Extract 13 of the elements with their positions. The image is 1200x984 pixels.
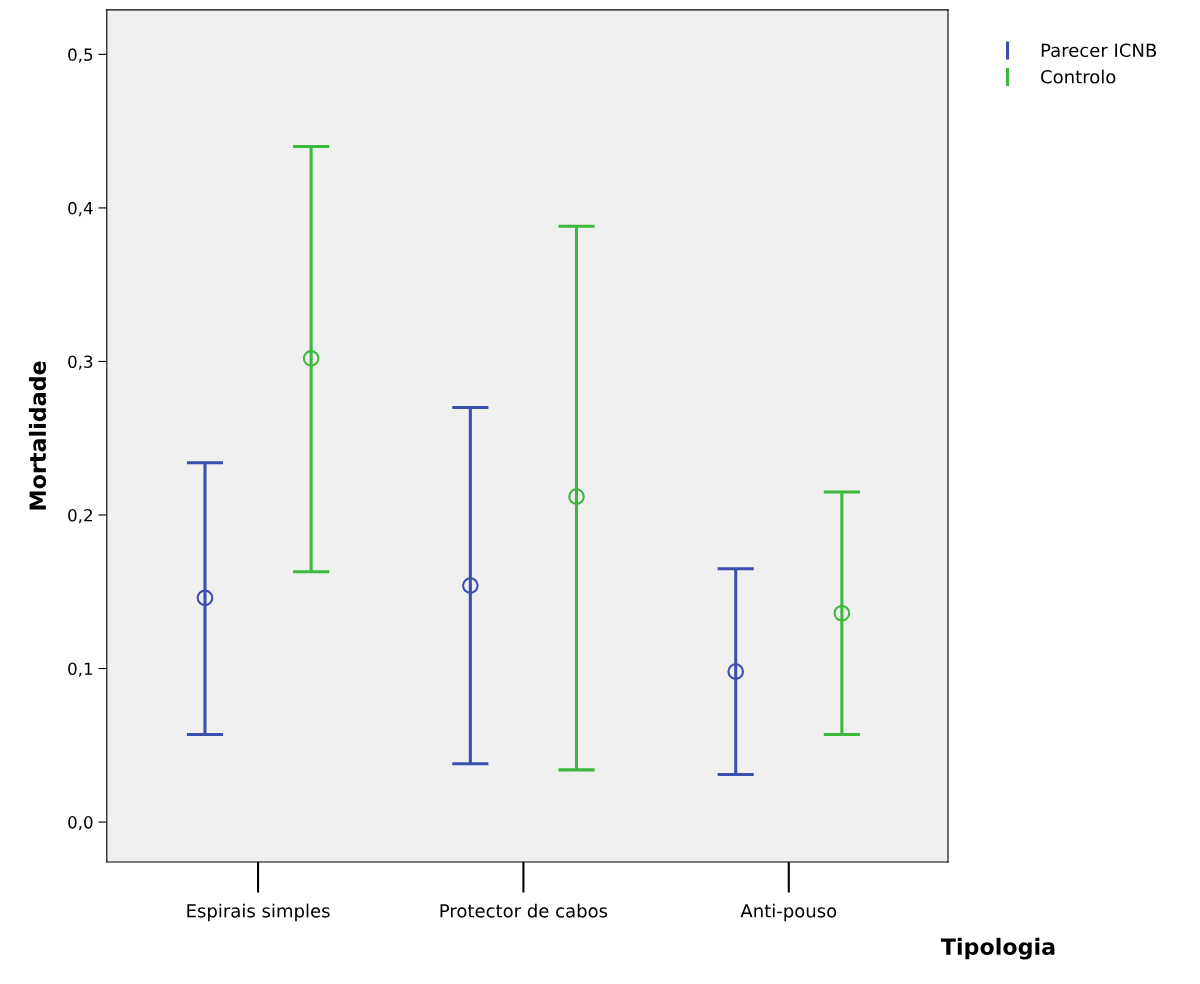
x-axis-title: Tipologia	[940, 937, 1055, 960]
y-tick-label: 0,5	[68, 48, 93, 63]
y-axis-title: Mortalidade	[28, 361, 47, 510]
legend-label: Controlo	[1041, 69, 1116, 84]
x-tick-label: Espirais simples	[187, 903, 330, 922]
y-tick-label: 0,1	[68, 662, 93, 677]
x-tick-label: Anti-pouso	[740, 903, 837, 922]
y-tick-label: 0,3	[68, 355, 93, 370]
y-tick-label: 0,0	[68, 816, 93, 831]
x-tick-label: Protector de cabos	[440, 903, 608, 918]
legend-label: Parecer ICNB	[1041, 43, 1157, 58]
y-tick-label: 0,4	[68, 201, 93, 217]
y-tick-label: 0,2	[68, 508, 92, 524]
